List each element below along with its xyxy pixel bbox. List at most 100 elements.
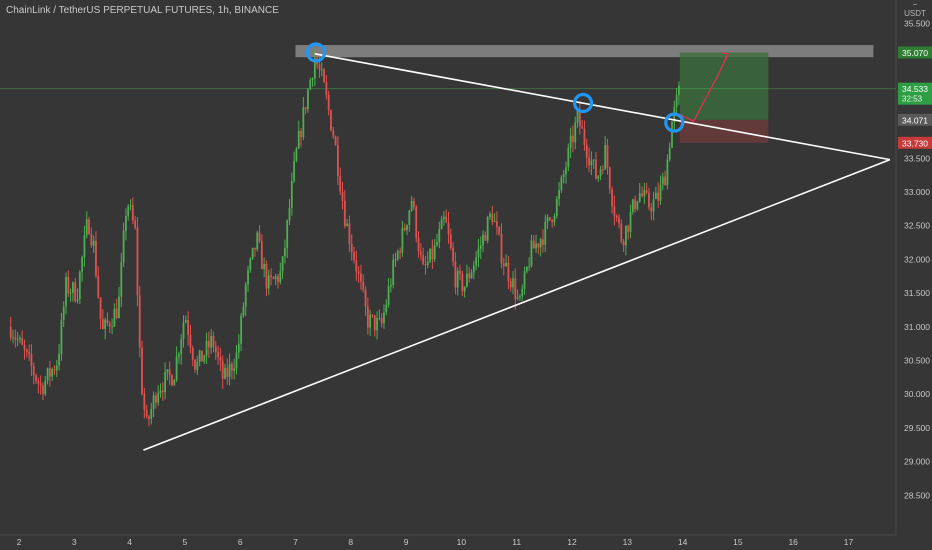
candle-body <box>32 366 35 376</box>
candle-body <box>555 198 558 216</box>
candle-body <box>277 276 279 282</box>
chart-title: ChainLink / TetherUS PERPETUAL FUTURES, … <box>6 5 279 16</box>
candle-body <box>369 314 372 328</box>
candle-body <box>260 241 263 270</box>
candle-body <box>389 284 392 287</box>
y-tick-label: 30.500 <box>904 356 930 366</box>
candle-body <box>495 221 498 227</box>
candle-body <box>426 261 429 266</box>
candle-body <box>396 251 399 259</box>
candle-body <box>150 408 153 419</box>
y-tick-label: 32.000 <box>904 254 930 264</box>
candle-body <box>482 234 484 246</box>
candle-body <box>578 109 581 127</box>
candle-body <box>553 215 556 223</box>
candle-body <box>240 315 243 344</box>
candle-body <box>466 273 468 287</box>
candle-body <box>560 177 563 191</box>
candle-body <box>500 233 503 264</box>
candle-body <box>297 130 300 149</box>
candle-body <box>122 230 125 263</box>
candle-body <box>620 223 623 242</box>
x-tick-label: 17 <box>844 537 854 547</box>
candle-body <box>661 176 664 185</box>
candle-body <box>590 160 593 166</box>
candle-body <box>212 336 215 347</box>
candle-body <box>288 207 291 221</box>
candle-body <box>403 227 406 231</box>
candle-body <box>205 340 208 356</box>
candle-body <box>184 320 187 323</box>
x-tick-label: 11 <box>512 537 521 547</box>
candle-body <box>267 275 270 289</box>
candle-body <box>491 214 494 222</box>
candle-body <box>189 334 192 348</box>
candle-body <box>341 191 344 201</box>
target-zone <box>679 52 769 120</box>
candle-body <box>519 295 521 298</box>
candle-body <box>567 147 570 168</box>
candle-body <box>242 306 245 316</box>
x-tick-label: 15 <box>733 537 743 547</box>
candle-body <box>166 369 169 373</box>
candle-body <box>115 308 118 318</box>
candle-body <box>48 368 51 377</box>
candle-body <box>542 239 544 245</box>
candle-body <box>544 221 547 245</box>
candle-body <box>131 205 134 221</box>
y-tick-label: 31.000 <box>904 322 930 332</box>
candle-body <box>51 369 54 377</box>
x-tick-label: 6 <box>238 537 243 547</box>
candle-body <box>392 260 395 285</box>
candle-body <box>231 363 233 371</box>
candle-body <box>78 271 81 300</box>
candle-body <box>648 192 650 208</box>
candle-body <box>256 232 259 250</box>
candle-body <box>565 167 567 175</box>
candle-body <box>106 319 109 324</box>
candle-body <box>422 255 425 265</box>
candle-body <box>516 297 519 299</box>
candle-body <box>433 245 436 260</box>
candle-body <box>551 219 554 223</box>
candle-body <box>346 223 349 227</box>
candle-body <box>472 265 475 273</box>
candle-body <box>408 210 411 225</box>
candle-body <box>55 365 58 371</box>
candle-body <box>410 200 413 211</box>
x-tick-label: 4 <box>127 537 132 547</box>
stop-price-label: 33.730 <box>902 138 928 148</box>
candle-body <box>576 109 579 123</box>
candle-body <box>300 130 302 138</box>
candle-body <box>16 339 19 341</box>
candle-body <box>201 350 203 362</box>
candle-body <box>625 225 627 246</box>
candle-body <box>438 229 441 243</box>
candle-body <box>286 220 289 249</box>
candle-body <box>302 107 305 138</box>
candle-body <box>507 262 510 282</box>
candle-body <box>528 266 531 268</box>
candle-body <box>631 199 634 212</box>
candle-body <box>611 189 613 207</box>
candle-body <box>447 222 450 235</box>
candle-body <box>654 192 657 200</box>
candle-body <box>636 201 639 210</box>
candle-body <box>659 184 662 201</box>
candle-body <box>498 226 501 234</box>
candle-body <box>196 361 199 370</box>
candle-body <box>406 224 408 231</box>
candle-body <box>311 78 314 81</box>
candle-body <box>58 353 60 366</box>
candle-body <box>182 322 185 340</box>
candle-body <box>159 390 162 394</box>
candle-body <box>53 369 56 371</box>
pivot-marker <box>664 112 685 133</box>
candle-body <box>638 193 641 202</box>
candle-body <box>574 122 577 143</box>
candle-body <box>657 192 660 201</box>
candle-body <box>214 346 217 353</box>
candle-body <box>152 395 155 409</box>
y-tick-label: 32.500 <box>904 221 930 231</box>
